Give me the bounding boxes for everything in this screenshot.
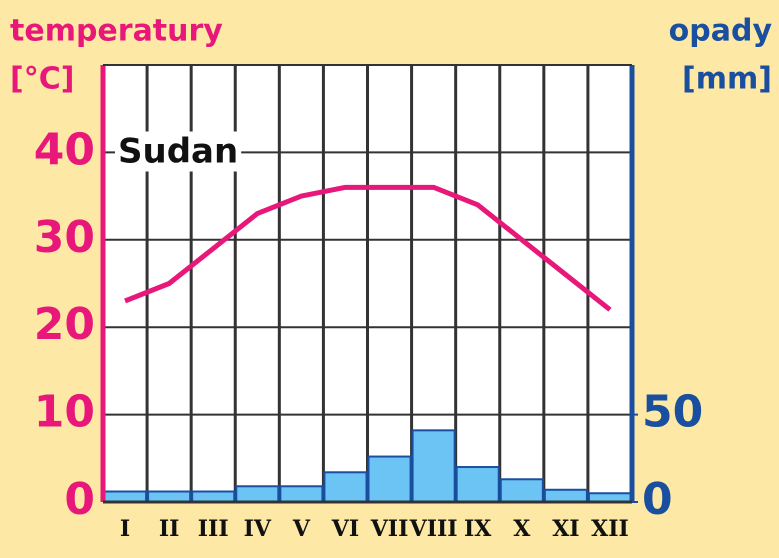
y-axis-label: temperatury xyxy=(10,14,223,49)
y-axis-unit: [°C] xyxy=(10,62,74,97)
x-tick-label: VI xyxy=(331,516,359,542)
precip-bar xyxy=(455,466,500,504)
x-tick-label: I xyxy=(120,516,130,542)
x-tick-label: VIII xyxy=(409,516,458,542)
y2-tick-label: 0 xyxy=(642,474,673,525)
precip-bar xyxy=(279,485,324,504)
precip-bar xyxy=(411,429,456,503)
temperature-line xyxy=(124,184,612,312)
y2-axis-unit: [mm] xyxy=(682,62,772,97)
precip-bar xyxy=(543,488,588,504)
y-tick-label: 30 xyxy=(34,212,95,263)
x-tick-label: XII xyxy=(591,516,629,542)
x-tick-label: V xyxy=(292,516,311,542)
precip-bar xyxy=(103,490,148,503)
precip-bar xyxy=(367,455,412,503)
y-tick-label: 40 xyxy=(34,124,95,175)
precip-bar xyxy=(191,490,236,503)
x-tick-label: VII xyxy=(370,516,409,542)
precip-bar xyxy=(323,471,368,503)
y-tick-label: 20 xyxy=(34,299,95,350)
y-tick-label: 0 xyxy=(64,474,95,525)
chart-title: Sudan xyxy=(118,132,238,172)
precip-bar xyxy=(499,478,544,503)
y2-tick-label: 50 xyxy=(642,387,703,438)
title-background xyxy=(115,131,242,172)
precip-bar xyxy=(235,485,280,504)
x-tick-label: IX xyxy=(464,516,492,542)
y2-axis-label: opady xyxy=(669,14,773,49)
y-tick-label: 10 xyxy=(34,387,95,438)
precip-bar xyxy=(147,490,192,503)
x-tick-label: XI xyxy=(552,516,579,542)
x-tick-label: X xyxy=(513,516,531,542)
x-tick-label: II xyxy=(159,516,180,542)
x-tick-label: IV xyxy=(244,516,272,542)
x-tick-label: III xyxy=(198,516,229,542)
